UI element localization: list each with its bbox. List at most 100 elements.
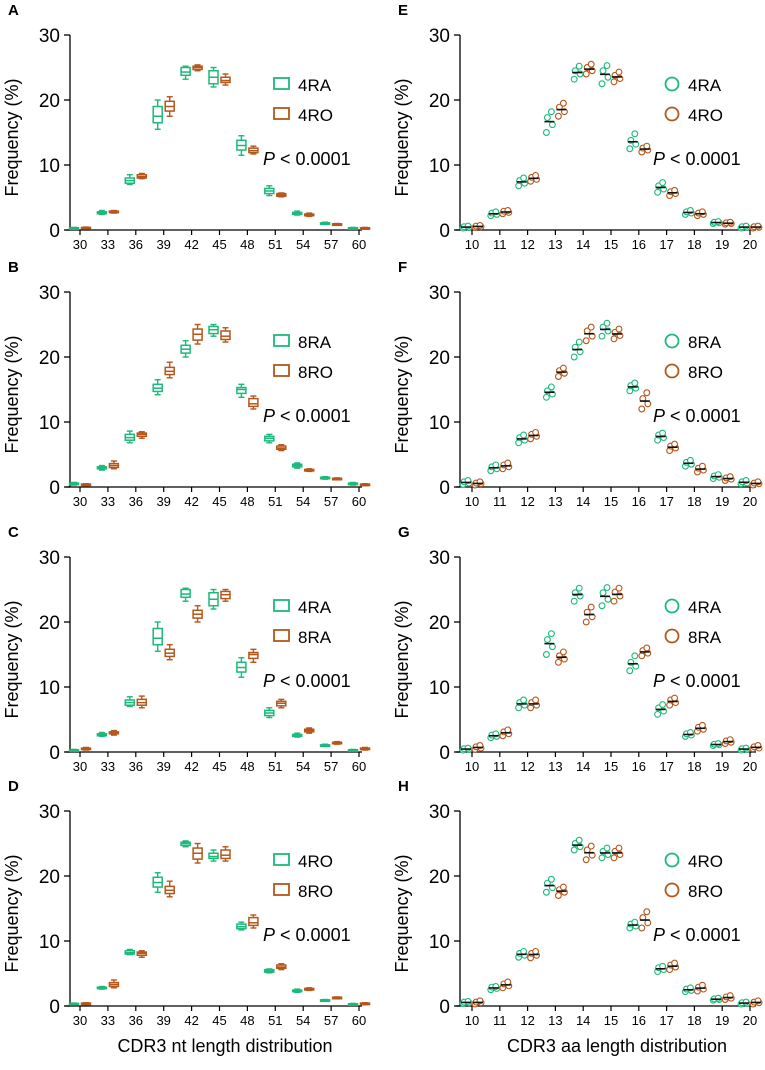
- point-8ro: [554, 892, 562, 899]
- x-tick-label: 39: [156, 237, 170, 252]
- x-tick-label: 48: [240, 1013, 254, 1028]
- point-8ra: [698, 721, 706, 729]
- legend-marker-square: [273, 629, 290, 642]
- panel-letter: D: [8, 778, 19, 795]
- x-tick-label: 20: [743, 494, 757, 509]
- point-4ro: [714, 994, 722, 1002]
- legend-marker-circle: [664, 598, 680, 614]
- y-axis-label: Frequency (%): [2, 600, 22, 718]
- x-tick-label: 16: [632, 494, 646, 509]
- point-8ra: [575, 338, 583, 346]
- point-4ra: [603, 584, 611, 591]
- x-tick-label: 19: [715, 237, 729, 252]
- y-tick-label: 30: [429, 26, 450, 47]
- point-4ra: [604, 595, 612, 603]
- x-tick-label: 16: [632, 1013, 646, 1028]
- y-tick-label: 30: [39, 26, 60, 47]
- x-tick-label: 57: [324, 759, 338, 774]
- y-tick-label: 20: [429, 613, 450, 634]
- legend-marker-circle: [664, 363, 680, 379]
- legend-label: 8RA: [298, 333, 332, 352]
- x-tick-label: 39: [156, 494, 170, 509]
- x-tick-label: 14: [576, 237, 590, 252]
- panel-letter: H: [398, 778, 409, 795]
- legend-label: 4RA: [688, 598, 722, 617]
- x-tick-label: 17: [659, 1013, 673, 1028]
- y-tick-label: 20: [39, 613, 60, 634]
- x-tick-label: 36: [129, 237, 143, 252]
- x-tick-label: 36: [129, 759, 143, 774]
- x-tick-label: 13: [548, 494, 562, 509]
- box-4ra: [152, 105, 163, 124]
- point-4ra: [626, 667, 634, 675]
- point-4ra: [548, 121, 556, 129]
- x-tick-label: 33: [101, 494, 115, 509]
- y-tick-label: 20: [39, 348, 60, 369]
- y-tick-label: 30: [429, 802, 450, 823]
- p-value-annotation: P < 0.0001: [263, 149, 351, 169]
- point-4ro: [598, 854, 606, 862]
- x-tick-label: 11: [493, 237, 507, 252]
- point-8ra: [582, 618, 590, 626]
- x-tick-label: 45: [212, 759, 226, 774]
- point-8ro: [504, 459, 512, 467]
- point-4ro: [754, 222, 762, 230]
- x-tick-label: 60: [352, 237, 366, 252]
- x-tick-label: 51: [268, 759, 282, 774]
- legend-marker-circle: [664, 333, 680, 349]
- panel-letter: C: [8, 524, 19, 541]
- x-tick-label: 36: [129, 1013, 143, 1028]
- point-8ro: [532, 428, 540, 436]
- x-tick-label: 33: [101, 759, 115, 774]
- y-axis-label: Frequency (%): [392, 854, 412, 972]
- x-tick-label: 18: [687, 1013, 701, 1028]
- point-4ro: [742, 998, 750, 1006]
- x-tick-label: 60: [352, 1013, 366, 1028]
- x-tick-label: 54: [296, 237, 310, 252]
- point-8ra: [671, 694, 679, 702]
- legend-marker-square: [273, 334, 290, 347]
- point-4ra: [626, 145, 634, 153]
- x-tick-label: 12: [520, 1013, 534, 1028]
- box-8ra: [248, 651, 259, 660]
- point-4ra: [599, 589, 607, 597]
- legend-marker-circle: [664, 76, 680, 92]
- point-4ra: [570, 75, 578, 83]
- x-tick-label: 18: [687, 494, 701, 509]
- point-4ro: [532, 171, 540, 179]
- point-8ro: [643, 389, 651, 397]
- panel-letter: E: [398, 2, 408, 19]
- x-tick-label: 48: [240, 237, 254, 252]
- box-8ro: [248, 397, 259, 408]
- x-tick-label: 45: [212, 1013, 226, 1028]
- y-tick-label: 0: [49, 478, 60, 499]
- point-8ro: [504, 978, 512, 986]
- x-tick-label: 33: [101, 237, 115, 252]
- point-8ro: [671, 959, 679, 967]
- x-tick-label: 57: [324, 237, 338, 252]
- point-4ra: [599, 67, 607, 75]
- point-4ra: [543, 636, 551, 643]
- y-tick-label: 0: [49, 743, 60, 764]
- point-4ro: [575, 836, 583, 844]
- x-tick-label: 30: [73, 1013, 87, 1028]
- x-tick-label: 15: [604, 1013, 618, 1028]
- x-tick-label: 19: [715, 494, 729, 509]
- x-tick-label: 12: [520, 237, 534, 252]
- y-tick-label: 20: [39, 91, 60, 112]
- p-value-annotation: P < 0.0001: [263, 671, 351, 691]
- x-tick-label: 20: [743, 759, 757, 774]
- point-8ra: [542, 393, 550, 401]
- point-4ra: [598, 602, 606, 610]
- legend-label: 8RO: [298, 363, 333, 382]
- panel-letter: F: [398, 259, 407, 276]
- point-4ro: [643, 142, 651, 150]
- legend-label: 8RO: [688, 882, 723, 901]
- panel-letter: A: [8, 2, 19, 19]
- x-tick-label: 39: [156, 759, 170, 774]
- point-8ro: [698, 462, 706, 470]
- panel-letter: G: [398, 524, 410, 541]
- x-tick-label: 12: [520, 494, 534, 509]
- legend-marker-square: [273, 599, 290, 612]
- x-tick-label: 30: [73, 494, 87, 509]
